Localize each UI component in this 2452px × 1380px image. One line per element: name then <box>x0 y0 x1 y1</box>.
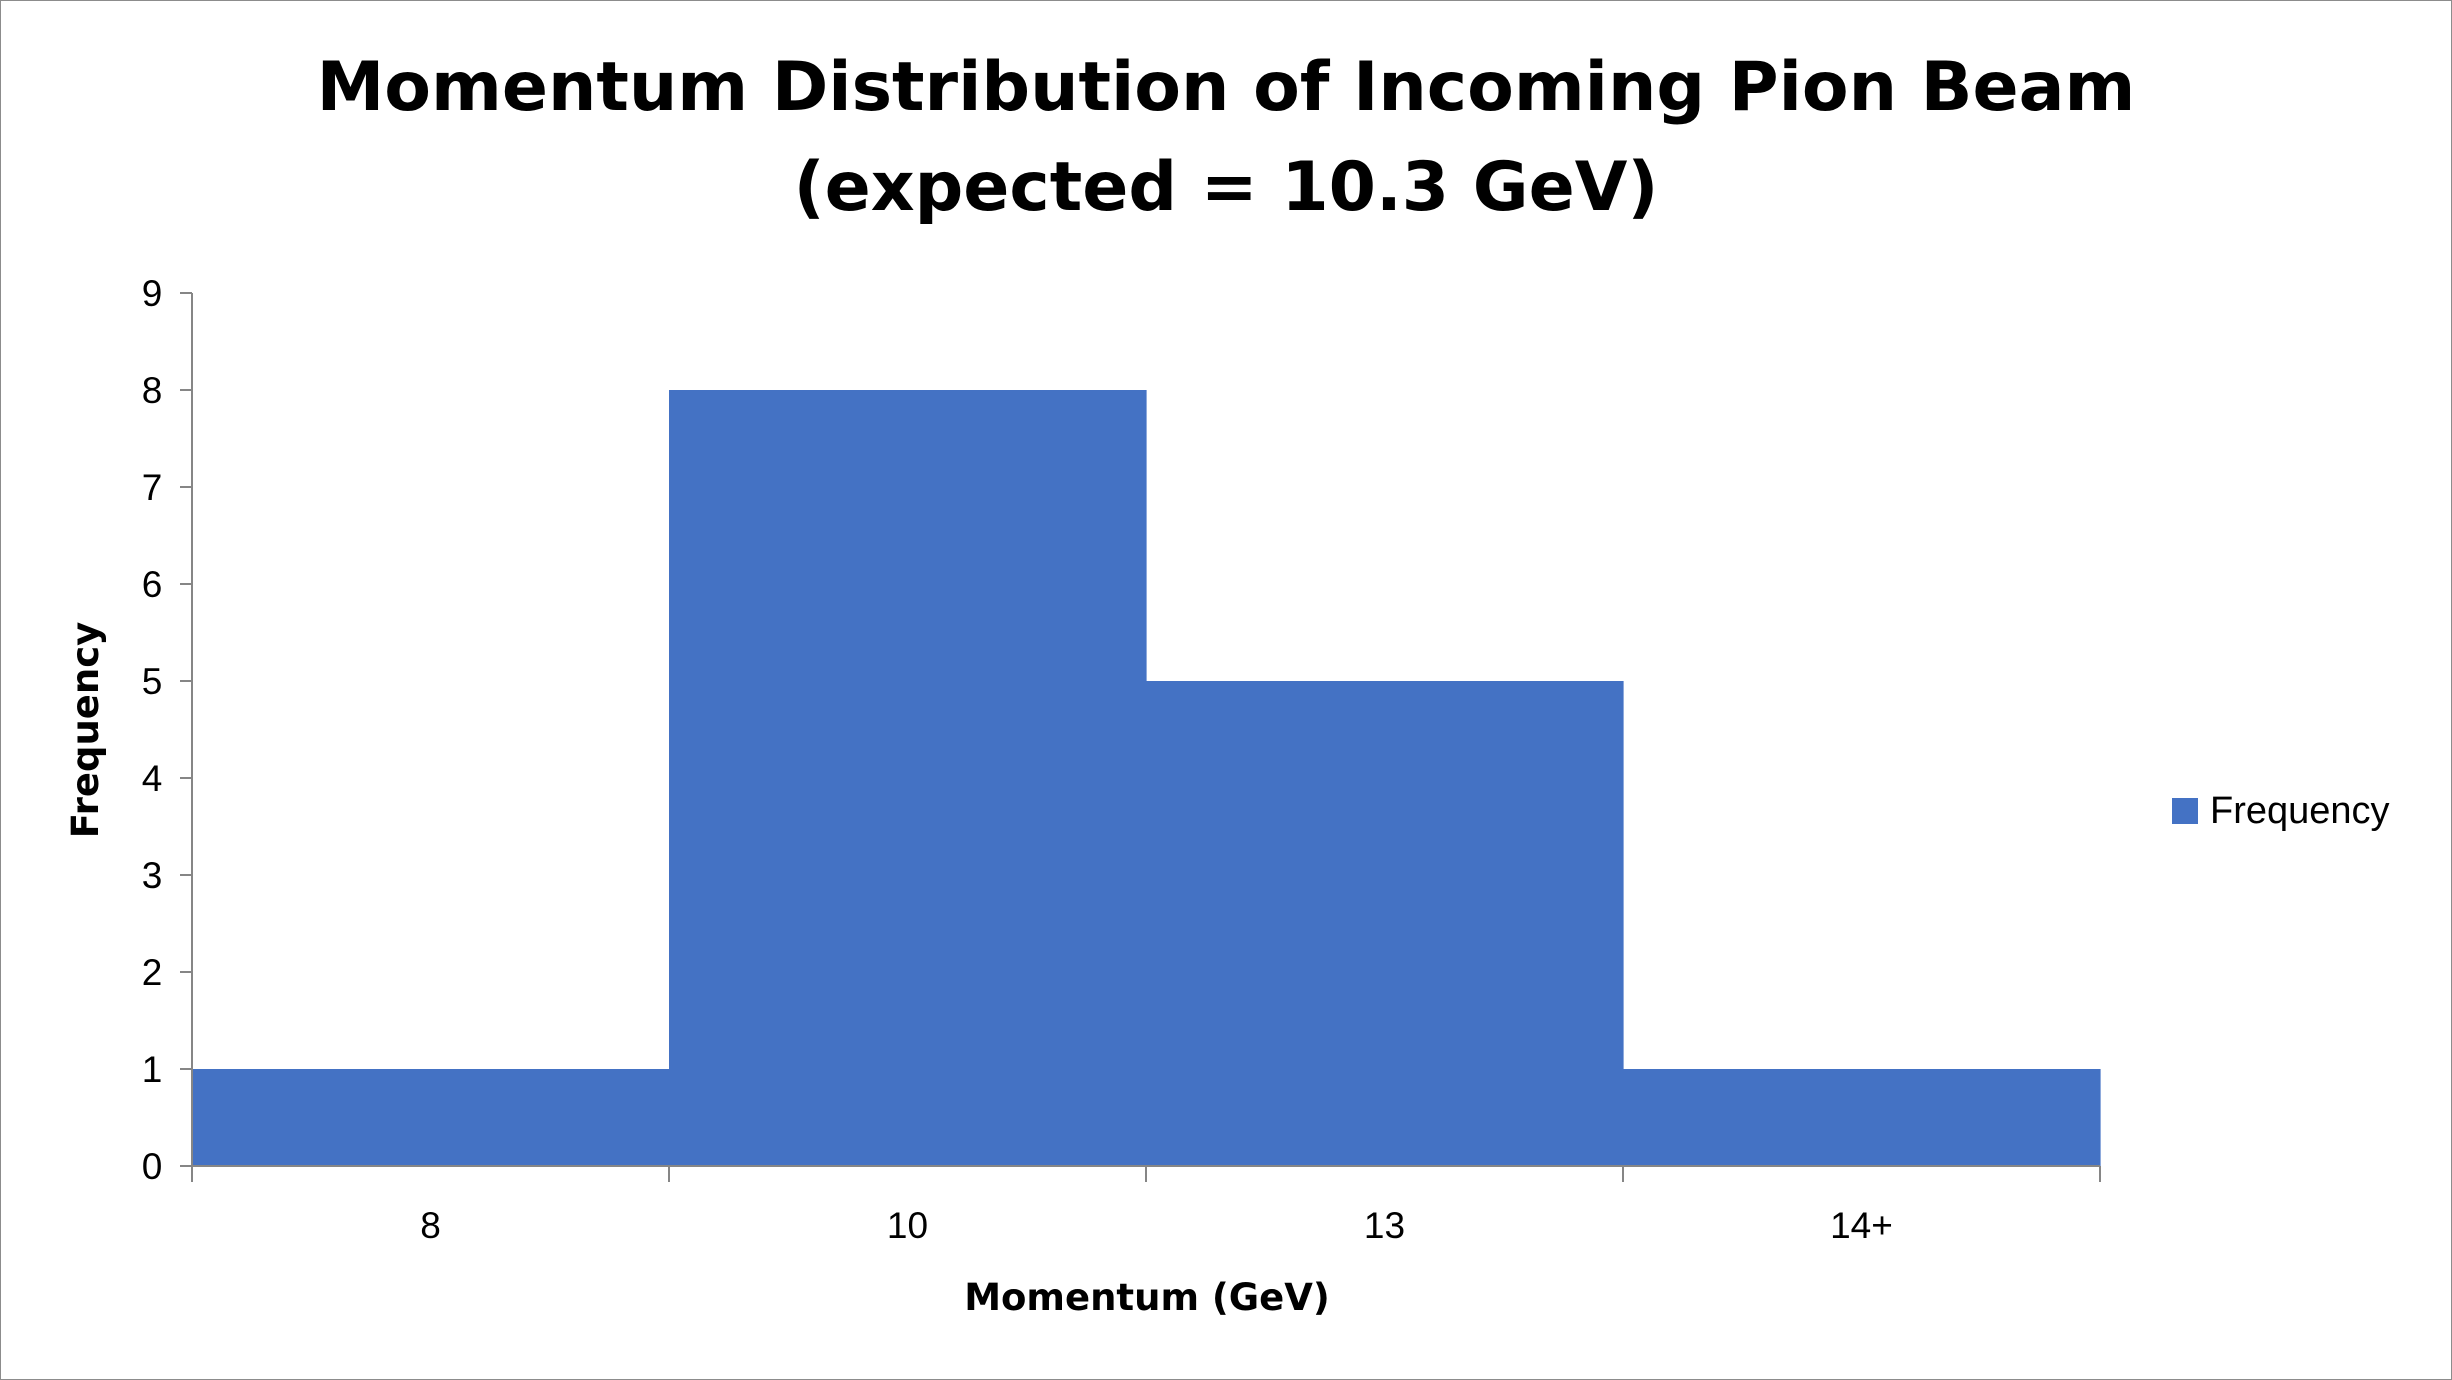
y-tick-label-3: 3 <box>142 855 163 896</box>
y-tick-label-2: 2 <box>142 952 163 993</box>
legend-label: Frequency <box>2210 789 2390 832</box>
x-tick-labels: 8 10 13 14+ <box>420 1205 1893 1246</box>
chart-title-line-2: (expected = 10.3 GeV) <box>793 148 1659 227</box>
y-tick-label-9: 9 <box>142 273 163 314</box>
axes-group <box>180 292 2101 1182</box>
y-tick-label-0: 0 <box>142 1146 163 1187</box>
y-tick-label-7: 7 <box>142 467 163 508</box>
chart-title-line-1: Momentum Distribution of Incoming Pion B… <box>316 48 2136 127</box>
x-tick-label-14+: 14+ <box>1830 1205 1893 1246</box>
x-tick-label-10: 10 <box>887 1205 928 1246</box>
chart-title: Momentum Distribution of Incoming Pion B… <box>0 38 2452 238</box>
x-axis-label: Momentum (GeV) <box>964 1276 1330 1319</box>
bar-14+ <box>1623 1069 2101 1166</box>
bar-group <box>192 390 2101 1166</box>
bar-10 <box>669 390 1147 1166</box>
y-tick-label-8: 8 <box>142 370 163 411</box>
bar-8 <box>192 1069 670 1166</box>
y-tick-label-6: 6 <box>142 564 163 605</box>
y-tick-label-1: 1 <box>142 1049 163 1090</box>
legend-swatch <box>2172 798 2198 824</box>
legend: Frequency <box>2172 787 2390 835</box>
y-tick-label-4: 4 <box>142 758 163 799</box>
y-tick-labels: 0 1 2 3 4 5 6 7 8 9 <box>142 273 163 1187</box>
x-tick-label-8: 8 <box>420 1205 441 1246</box>
bar-13 <box>1146 681 1624 1166</box>
x-tick-label-13: 13 <box>1364 1205 1405 1246</box>
y-axis-label: Frequency <box>64 622 107 839</box>
y-tick-label-5: 5 <box>142 661 163 702</box>
